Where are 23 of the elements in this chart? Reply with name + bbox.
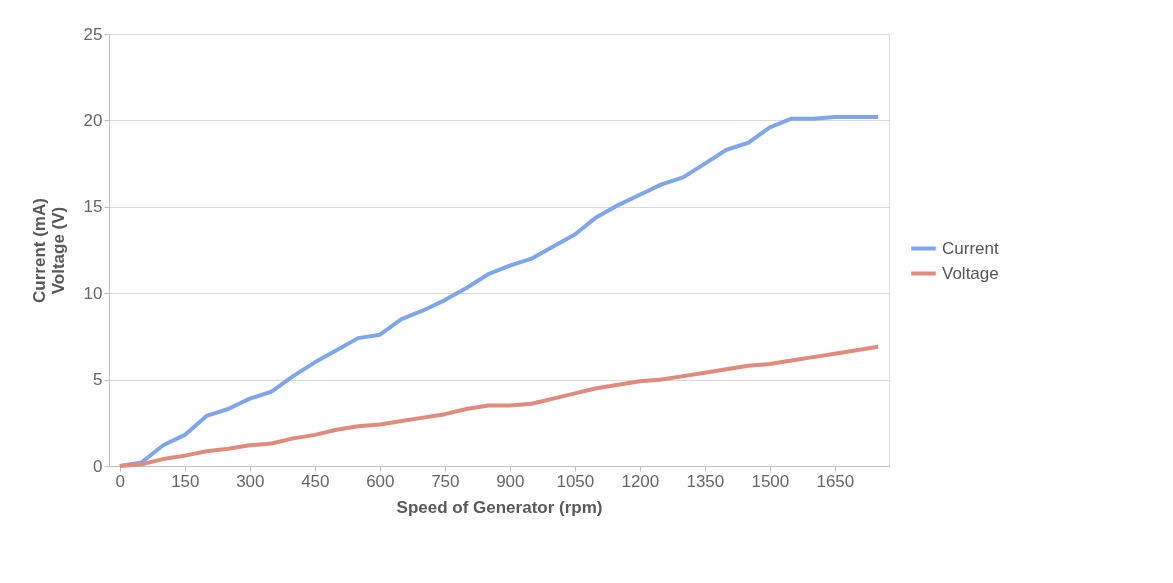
x-tick-label: 1200: [621, 471, 660, 491]
y-tick-label: 20: [83, 110, 103, 130]
x-tick-label: 1650: [816, 471, 855, 491]
x-tick-label: 150: [171, 471, 200, 491]
y-tick-label: 10: [83, 283, 103, 303]
x-tick-label: 0: [115, 471, 126, 491]
y-axis-title: Current (mA) Voltage (V): [29, 198, 68, 303]
x-tick-label: 900: [496, 471, 525, 491]
x-tick-label: 1050: [556, 471, 595, 491]
x-tick-label: 450: [301, 471, 330, 491]
line-series: [117, 344, 881, 468]
x-tick-label: 750: [431, 471, 460, 491]
y-tick-label: 15: [83, 197, 103, 217]
y-tick-label: 25: [83, 24, 103, 44]
y-tick-label: 5: [93, 370, 103, 390]
x-tick-label: 600: [366, 471, 395, 491]
x-tick-label: 1350: [686, 471, 725, 491]
x-tick-label: 1500: [751, 471, 790, 491]
legend-label: Voltage: [942, 263, 999, 283]
y-tick-label: 0: [93, 456, 103, 476]
x-tick-label: 300: [236, 471, 265, 491]
x-axis-title: Speed of Generator (rpm): [396, 497, 603, 517]
legend-label: Current: [942, 238, 999, 258]
